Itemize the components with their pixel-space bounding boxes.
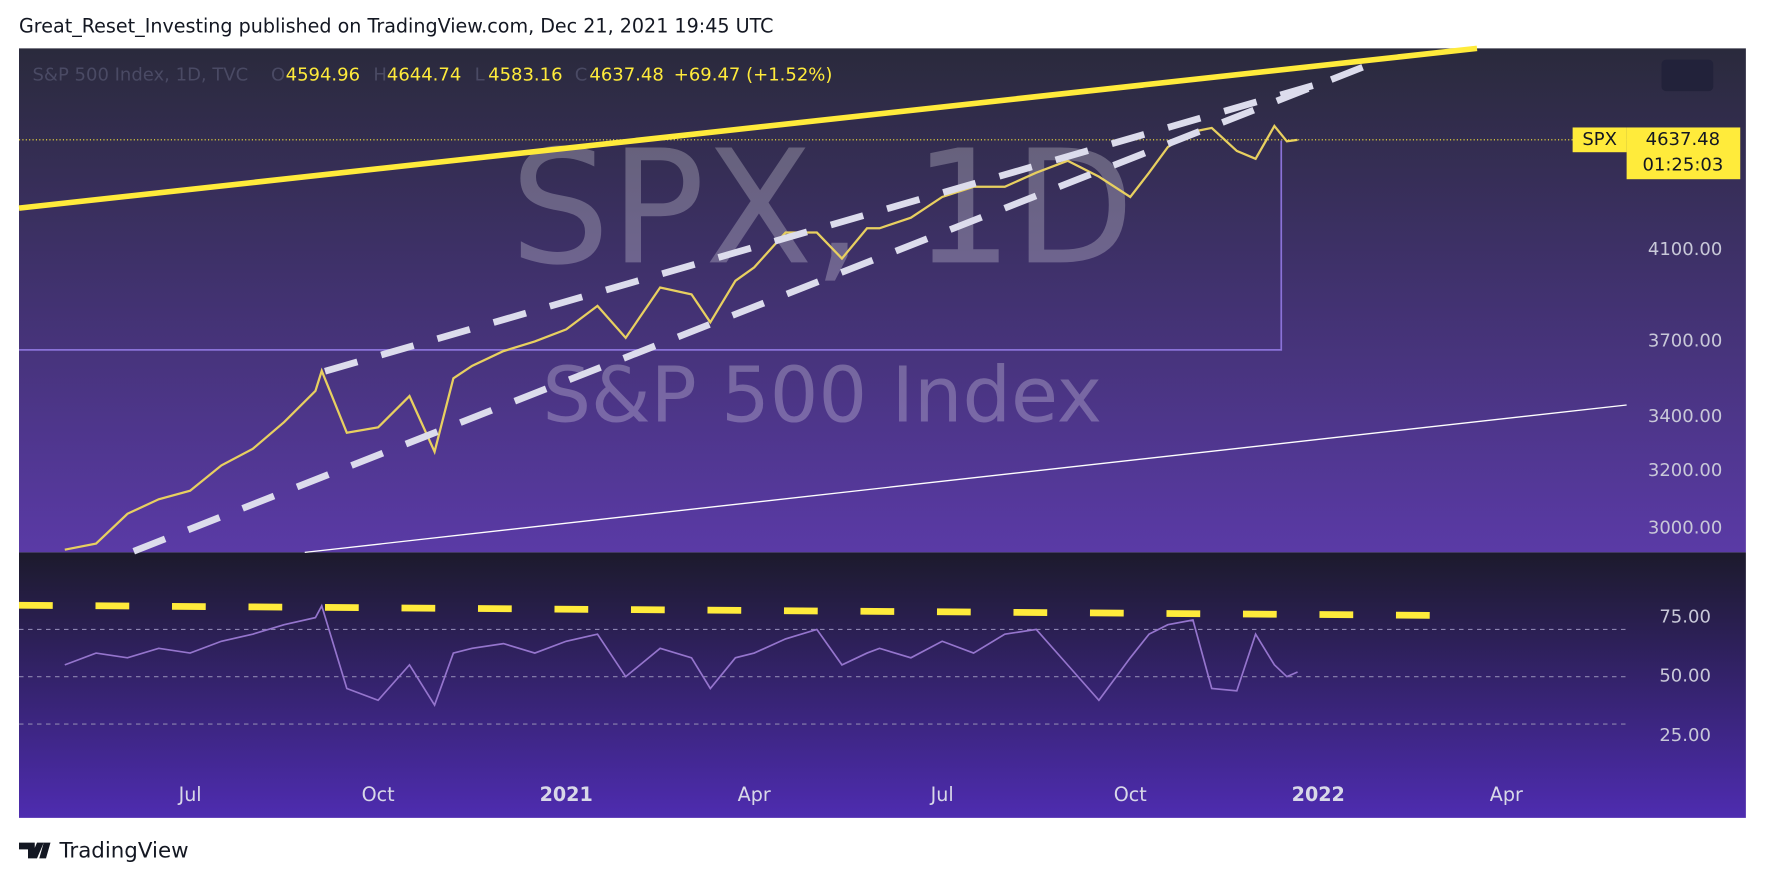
channel	[132, 55, 1386, 555]
ohlc-value: 4644.74	[387, 64, 461, 85]
ohlc-value: 4583.16	[488, 64, 562, 85]
ohlc-key: H	[373, 64, 387, 85]
y-tick-label: 4100.00	[1648, 239, 1722, 260]
channel-line	[132, 55, 1386, 555]
last-price-label: 4637.48	[1646, 129, 1720, 150]
rsi-trend-line	[18, 601, 1436, 619]
trend-line	[18, 45, 1478, 211]
brand-name: TradingView	[59, 839, 189, 864]
brand-logo	[19, 842, 51, 859]
change-label: +69.47 (+1.52%)	[674, 64, 833, 85]
price-pane	[19, 48, 1746, 553]
axes: 3000.00 3200.00 3400.00 3700.00 4100.00 SPX 46…	[178, 127, 1741, 806]
legend-title: S&P 500 Index, 1D, TVC	[33, 64, 249, 85]
x-tick-label: 2022	[1292, 783, 1345, 806]
drawings	[18, 45, 1627, 554]
y-tick-label: 3700.00	[1648, 330, 1722, 351]
symbol-tag	[1572, 127, 1627, 153]
series-line	[64, 603, 1298, 707]
watermark-title: SPX, 1D	[510, 117, 1134, 300]
header: Great_Reset_Investing published on Tradi…	[19, 15, 773, 38]
ohlc-value: 4594.96	[286, 64, 360, 85]
y-tick-label: 50.00	[1659, 666, 1711, 687]
x-tick-label: Apr	[1490, 783, 1523, 806]
y-tick-label: 3200.00	[1648, 460, 1722, 481]
y-tick-label: 25.00	[1659, 725, 1711, 746]
x-tick-label: Jul	[930, 783, 954, 806]
range-box	[19, 140, 1283, 351]
last-price-tag	[1626, 127, 1741, 180]
x-tick-label: Oct	[1114, 783, 1148, 806]
x-tick-label: Jul	[178, 783, 202, 806]
x-tick-label: 2021	[540, 783, 593, 806]
ohlc-key: O	[271, 64, 285, 85]
countdown-label: 01:25:03	[1642, 155, 1723, 176]
y-tick-label: 3000.00	[1648, 518, 1722, 539]
rsi-pane	[19, 552, 1746, 818]
x-tick-label: Apr	[738, 783, 771, 806]
legend: S&P 500 Index, 1D, TVC O 4594.96 H 4644.74 L…	[33, 64, 833, 85]
toolbar-button[interactable]	[1661, 59, 1714, 92]
y-tick-label: 75.00	[1659, 607, 1711, 628]
series-line	[64, 124, 1298, 551]
x-tick-label: Oct	[362, 783, 396, 806]
symbol-label: SPX	[1582, 129, 1617, 150]
watermark: SPX, 1D S&P 500 Index	[510, 117, 1134, 440]
watermark-subtitle: S&P 500 Index	[542, 351, 1102, 440]
ohlc-key: C	[575, 64, 588, 85]
rsi-plot	[19, 603, 1627, 725]
y-tick-label: 3400.00	[1648, 406, 1722, 427]
brand: TradingView	[19, 839, 189, 864]
ohlc-value: 4637.48	[589, 64, 663, 85]
price-plot	[19, 124, 1627, 551]
trend-line	[304, 404, 1627, 554]
ohlc-key: L	[475, 64, 485, 85]
